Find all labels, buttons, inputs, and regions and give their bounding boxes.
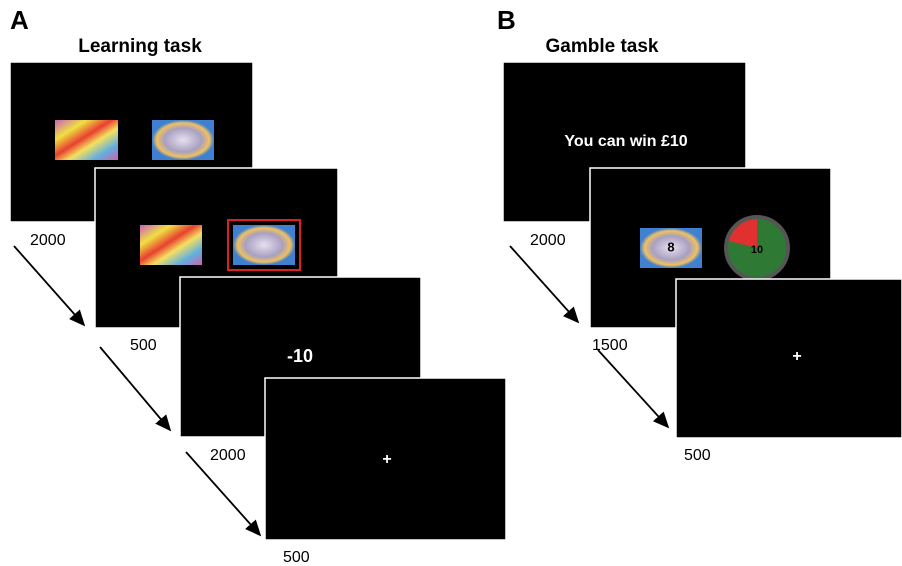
figure: A Learning task -10 + 2000 500 2000 500 …: [0, 0, 902, 566]
fixation: +: [382, 451, 391, 468]
stimulus: [55, 120, 118, 160]
feedback: -10: [287, 346, 313, 366]
pie-value: 10: [751, 244, 763, 256]
duration: 2000: [530, 232, 566, 249]
stimulus-number: 8: [667, 239, 674, 254]
arrow: [100, 347, 170, 430]
duration: 500: [130, 337, 157, 354]
panel-title: Gamble task: [546, 36, 659, 57]
panel-label: A: [10, 5, 29, 35]
stimulus: [233, 225, 295, 265]
duration: 1500: [592, 337, 628, 354]
arrow: [510, 246, 578, 322]
duration: 2000: [210, 447, 246, 464]
stimulus: [140, 225, 202, 265]
duration: 2000: [30, 232, 66, 249]
duration: 500: [283, 549, 310, 566]
arrow: [186, 452, 260, 535]
duration: 500: [684, 447, 711, 464]
screen: [676, 279, 902, 438]
stimulus: [152, 120, 214, 160]
arrow: [14, 246, 84, 325]
panel-title: Learning task: [78, 36, 202, 57]
fixation: +: [792, 348, 801, 365]
arrow: [598, 350, 668, 427]
message: You can win £10: [564, 133, 687, 150]
panel-label: B: [497, 5, 516, 35]
